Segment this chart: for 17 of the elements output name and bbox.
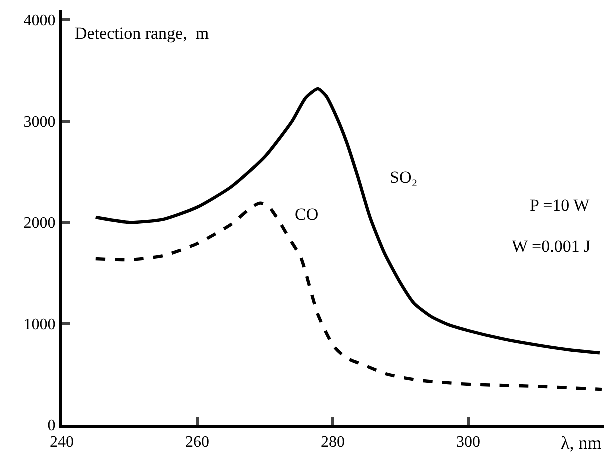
x-tick-label: 240: [50, 434, 74, 452]
series-label: CO: [295, 205, 319, 224]
line-series: [94, 87, 602, 355]
y-tick-label: 1000: [24, 316, 56, 334]
x-tick-label: 300: [456, 434, 480, 452]
y-tick-label: 2000: [24, 215, 56, 232]
series-label: SO₂: [390, 168, 418, 187]
x-tick-label: 260: [186, 434, 210, 452]
y-tick-label: 4000: [24, 12, 56, 30]
x-tick-label: 280: [321, 434, 345, 452]
y-tick-label: 0: [48, 418, 56, 435]
annotation: P =10 W: [530, 196, 591, 215]
y-tick-label: 3000: [24, 114, 56, 131]
line-series: [94, 202, 604, 392]
annotation: W =0.001 J: [512, 237, 592, 256]
x-axis-title: λ, nm: [561, 433, 602, 453]
y-axis-title: Detection range, m: [75, 24, 210, 43]
